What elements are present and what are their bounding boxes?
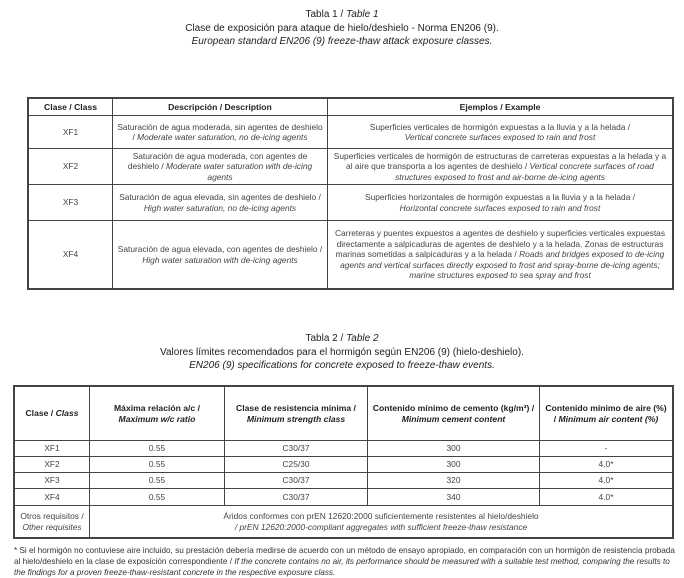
class-cell: XF3 (28, 184, 113, 221)
cell: 4.0* (539, 488, 673, 506)
footnote: * Si el hormigón no contuviese aire incl… (14, 546, 675, 577)
table2-title-en: EN206 (9) specifications for concrete ex… (189, 360, 495, 371)
class-cell: XF1 (28, 115, 113, 149)
header-example: Ejemplos / Example (327, 98, 673, 116)
table2-caption: Tabla 2 / Table 2 Valores límites recome… (0, 332, 684, 373)
cell: 0.55 (89, 488, 225, 506)
header-cement-content: Contenido mínimo de cemento (kg/m³) / Mi… (367, 386, 540, 441)
class-cell: XF4 (28, 220, 113, 289)
table-row: XF3 Saturación de agua elevada, sin agen… (28, 184, 673, 221)
example-cell: Superficies horizontales de hormigón exp… (327, 184, 673, 221)
table1-caption: Tabla 1 / Table 1 Clase de exposición pa… (0, 8, 684, 49)
cell: 320 (367, 472, 540, 489)
header-strength-class: Clase de resistencia mínima / Minimum st… (224, 386, 368, 441)
table-row: XF2 Saturación de agua moderada, con age… (28, 148, 673, 185)
table2: Clase / Class Máxima relación a/c / Maxim… (13, 385, 674, 539)
table-row: XF4 0.55 C30/37 340 4.0* (14, 488, 673, 506)
header-description: Descripción / Description (112, 98, 328, 116)
class-cell: XF2 (28, 148, 113, 185)
table1-title-es: Clase de exposición para ataque de hielo… (185, 22, 499, 34)
table1-header-row: Clase / Class Descripción / Description … (28, 98, 673, 116)
table-row: XF4 Saturación de agua elevada, con agen… (28, 220, 673, 289)
example-cell: Carreteras y puentes expuestos a agentes… (327, 220, 673, 289)
example-cell: Superficies verticales de hormigón de es… (327, 148, 673, 185)
cell: 0.55 (89, 456, 225, 473)
table2-header-row: Clase / Class Máxima relación a/c / Maxim… (14, 386, 673, 441)
cell: C30/37 (224, 440, 368, 457)
table1: Clase / Class Descripción / Description … (27, 97, 674, 290)
example-cell: Superficies verticales de hormigón expue… (327, 115, 673, 149)
cell: C25/30 (224, 456, 368, 473)
cell: XF3 (14, 472, 90, 489)
cell: C30/37 (224, 488, 368, 506)
table1-title-en: European standard EN206 (9) freeze-thaw … (191, 36, 493, 47)
cell: 4.0* (539, 472, 673, 489)
table1-label: Tabla 1 / Table 1 (305, 9, 379, 20)
table-row: XF2 0.55 C25/30 300 4.0* (14, 456, 673, 473)
other-requisites-label: Otros requisitos / Other requisites (14, 505, 90, 538)
table-row: XF1 Saturación de agua moderada, sin age… (28, 115, 673, 149)
header-class: Clase / Class (28, 98, 113, 116)
cell: XF1 (14, 440, 90, 457)
description-cell: Saturación de agua moderada, sin agentes… (112, 115, 328, 149)
header-air-content: Contenido mínimo de aire (%) / Minimum a… (539, 386, 673, 441)
table-row: XF3 0.55 C30/37 320 4.0* (14, 472, 673, 489)
cell: XF4 (14, 488, 90, 506)
description-cell: Saturación de agua moderada, con agentes… (112, 148, 328, 185)
header-class: Clase / Class (14, 386, 90, 441)
cell: 300 (367, 456, 540, 473)
cell: 0.55 (89, 440, 225, 457)
other-requisites-value: Áridos conformes con prEN 12620:2000 suf… (89, 505, 673, 538)
cell: 340 (367, 488, 540, 506)
table2-title-es: Valores límites recomendados para el hor… (160, 346, 524, 358)
description-cell: Saturación de agua elevada, sin agentes … (112, 184, 328, 221)
header-wc-ratio: Máxima relación a/c / Maximum w/c ratio (89, 386, 225, 441)
cell: 0.55 (89, 472, 225, 489)
table-row: XF1 0.55 C30/37 300- (14, 440, 673, 457)
cell: - (539, 440, 673, 457)
other-requisites-row: Otros requisitos / Other requisites Árido… (14, 505, 673, 538)
cell: 300 (367, 440, 540, 457)
cell: 4.0* (539, 456, 673, 473)
description-cell: Saturación de agua elevada, con agentes … (112, 220, 328, 289)
cell: C30/37 (224, 472, 368, 489)
table2-label: Tabla 2 / Table 2 (305, 333, 379, 344)
cell: XF2 (14, 456, 90, 473)
